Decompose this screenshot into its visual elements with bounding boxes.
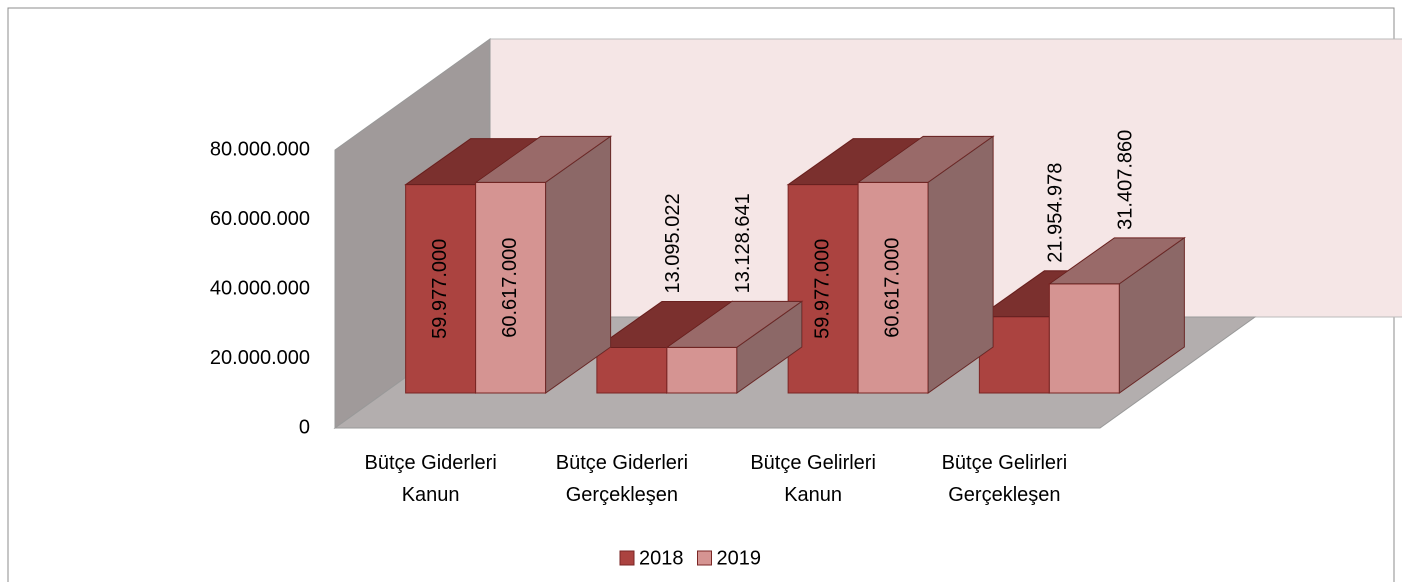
bar-top-shade <box>1049 237 1185 284</box>
data-label: 60.617.000 <box>881 238 903 338</box>
legend-swatch <box>697 550 712 566</box>
bar-front <box>1048 283 1120 394</box>
bar-top-shade <box>858 136 994 183</box>
bar-top-shade <box>788 138 924 185</box>
y-tick-label: 60.000.000 <box>210 208 310 230</box>
bar-side <box>1118 236 1185 394</box>
bar-side <box>736 300 803 394</box>
x-tick-label: Bütçe Giderleri Kanun <box>364 452 497 506</box>
bar <box>474 135 613 394</box>
legend-label: 2019 <box>717 547 762 569</box>
data-label: 31.407.860 <box>1115 130 1137 230</box>
x-tick-label: Bütçe Gelirleri Gerçekleşen <box>941 452 1068 506</box>
x-tick-label: Bütçe Giderleri Gerçekleşen <box>555 452 689 506</box>
legend-label: 2018 <box>639 547 684 569</box>
bar-top-shade <box>475 136 611 183</box>
bar-front <box>596 346 668 394</box>
bar-side-shade <box>928 136 994 393</box>
bar-top-shade <box>666 301 802 348</box>
bar-top-shade <box>596 301 732 348</box>
data-label: 59.977.000 <box>811 239 833 339</box>
y-tick-label: 0 <box>299 416 310 438</box>
y-tick-label: 40.000.000 <box>210 277 310 299</box>
data-label: 21.954.978 <box>1045 163 1067 263</box>
bar <box>856 135 995 394</box>
bar <box>665 300 804 394</box>
bar-side <box>545 135 612 394</box>
x-tick-label: Bütçe Gelirleri Kanun <box>750 452 876 506</box>
bar-front <box>857 181 929 394</box>
bar-front <box>405 184 477 394</box>
y-tick-label: 80.000.000 <box>210 138 310 160</box>
bar-side-shade <box>736 301 802 393</box>
bar <box>1047 236 1186 394</box>
bar-side-shade <box>1119 237 1185 393</box>
bar-front <box>787 184 859 394</box>
data-label: 60.617.000 <box>499 238 521 338</box>
data-label: 59.977.000 <box>429 239 451 339</box>
data-label: 13.095.022 <box>662 193 684 293</box>
bar-side <box>927 135 994 394</box>
y-tick-label: 20.000.000 <box>210 347 310 369</box>
bar-front <box>475 181 547 394</box>
bar-front <box>666 346 738 394</box>
data-label: 13.128.641 <box>732 193 754 293</box>
legend-swatch <box>619 550 635 566</box>
bar-top-shade <box>405 138 541 185</box>
bar-side-shade <box>545 136 611 393</box>
